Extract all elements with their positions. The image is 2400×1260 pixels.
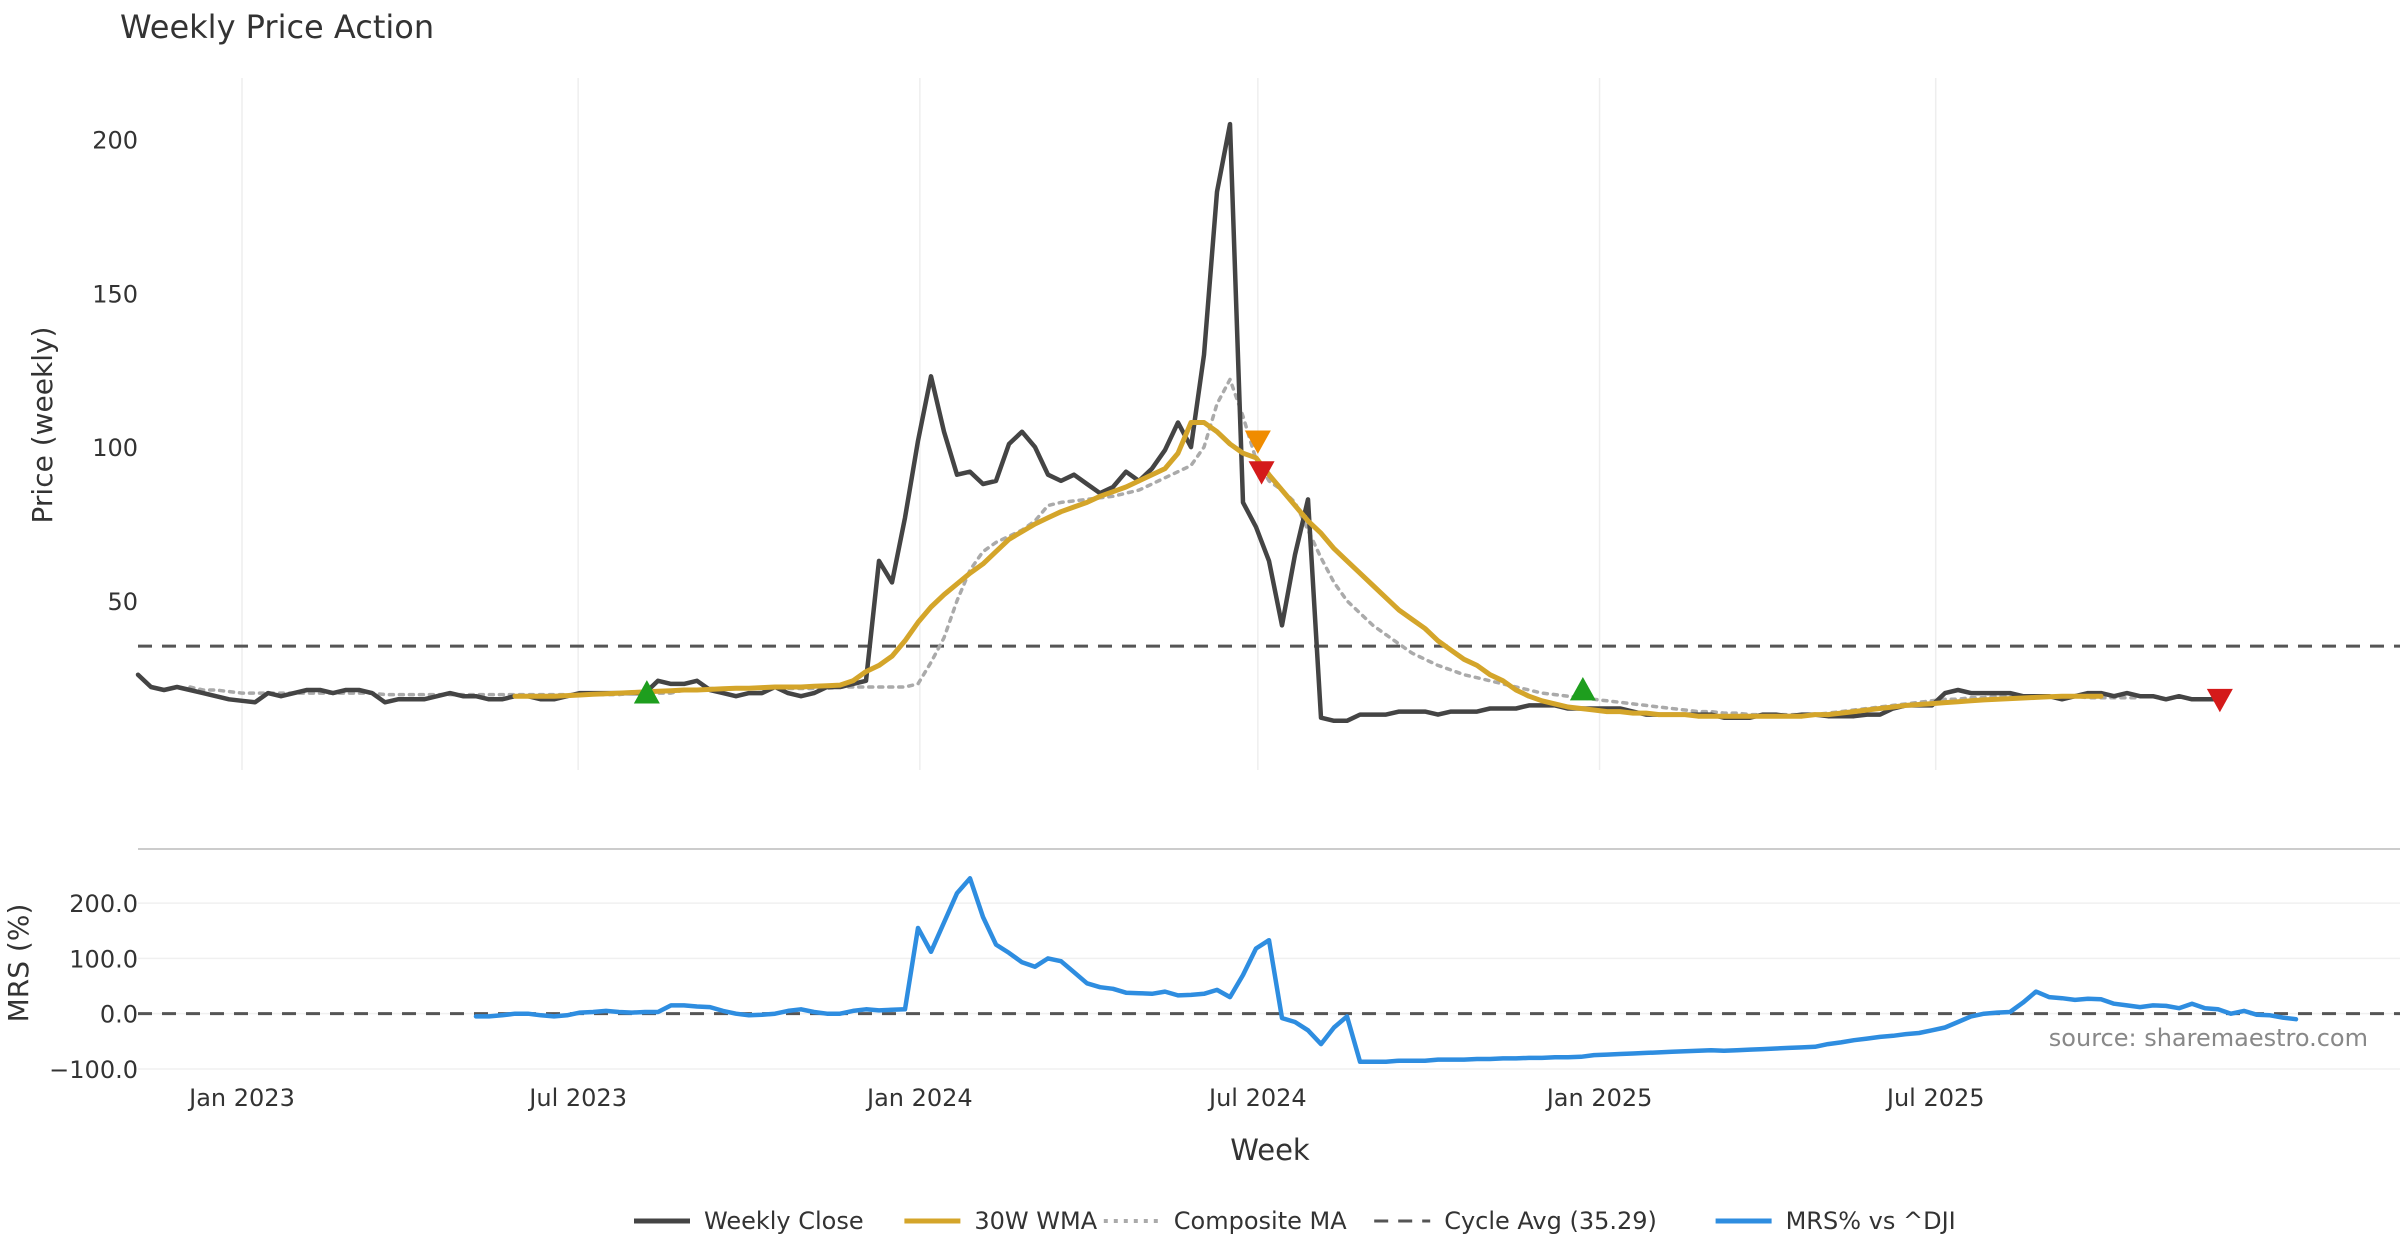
mrs-series-line [473, 876, 2299, 1065]
buy-signal-marker [1569, 677, 1596, 701]
mrs-panel: 200.0 100.0 0.0 −100.0 MRS (%) source: shar… [2, 876, 2400, 1084]
mrs-y-tick-label: 100.0 [69, 945, 138, 973]
legend-label: MRS% vs ^DJI [1786, 1207, 1956, 1235]
price-y-tick-label: 50 [107, 588, 138, 616]
x-tick-label: Jan 2025 [1545, 1084, 1653, 1112]
sell-signal-marker [1248, 461, 1275, 485]
chart-title: Weekly Price Action [120, 8, 434, 46]
mrs-y-tick-label: 200.0 [69, 890, 138, 918]
mrs-y-axis: 200.0 100.0 0.0 −100.0 [49, 890, 138, 1084]
mrs-y-tick-label: −100.0 [49, 1056, 138, 1084]
x-tick-label: Jan 2023 [187, 1084, 295, 1112]
x-axis-label: Week [1230, 1133, 1310, 1167]
price-y-axis-label: Price (weekly) [26, 327, 59, 524]
x-tick-label: Jan 2024 [865, 1084, 973, 1112]
x-tick-label: Jul 2024 [1207, 1084, 1307, 1112]
sell-signal-marker [2206, 688, 2233, 713]
price-series-lines [135, 121, 2221, 724]
legend-wma: 30W WMA [904, 1207, 1098, 1235]
legend-label: 30W WMA [974, 1207, 1097, 1235]
legend-label: Composite MA [1174, 1207, 1347, 1235]
warning-signal-marker [1244, 430, 1271, 454]
price-panel: 50 100 150 200 Price (weekly) [26, 78, 2400, 770]
legend-label: Cycle Avg (35.29) [1444, 1207, 1657, 1235]
price-y-tick-label: 150 [92, 280, 138, 308]
mrs-y-tick-label: 0.0 [100, 1001, 138, 1029]
price-y-tick-label: 200 [92, 127, 138, 155]
signal-markers [633, 430, 2233, 713]
wma-30w-line [512, 420, 2104, 719]
legend-cycle-avg: Cycle Avg (35.29) [1374, 1207, 1657, 1235]
buy-signal-marker [633, 680, 660, 704]
legend-mrs: MRS% vs ^DJI [1715, 1207, 1956, 1235]
legend-label: Weekly Close [704, 1207, 864, 1235]
weekly-close-line [135, 121, 2221, 724]
legend: Weekly Close 30W WMA Composite MA Cycle Avg… [634, 1207, 1956, 1235]
x-tick-label: Jul 2025 [1885, 1084, 1985, 1112]
mrs-y-axis-label: MRS (%) [2, 904, 35, 1023]
legend-weekly-close: Weekly Close [634, 1207, 864, 1235]
x-axis: Jan 2023 Jul 2023 Jan 2024 Jul 2024 Jan 2025… [187, 1084, 1984, 1112]
price-y-tick-label: 100 [92, 434, 138, 462]
price-y-axis: 50 100 150 200 [92, 127, 138, 616]
mrs-line [473, 876, 2299, 1065]
legend-composite-ma: Composite MA [1103, 1207, 1347, 1235]
source-note: source: sharemaestro.com [2049, 1024, 2368, 1052]
x-tick-label: Jul 2023 [527, 1084, 627, 1112]
